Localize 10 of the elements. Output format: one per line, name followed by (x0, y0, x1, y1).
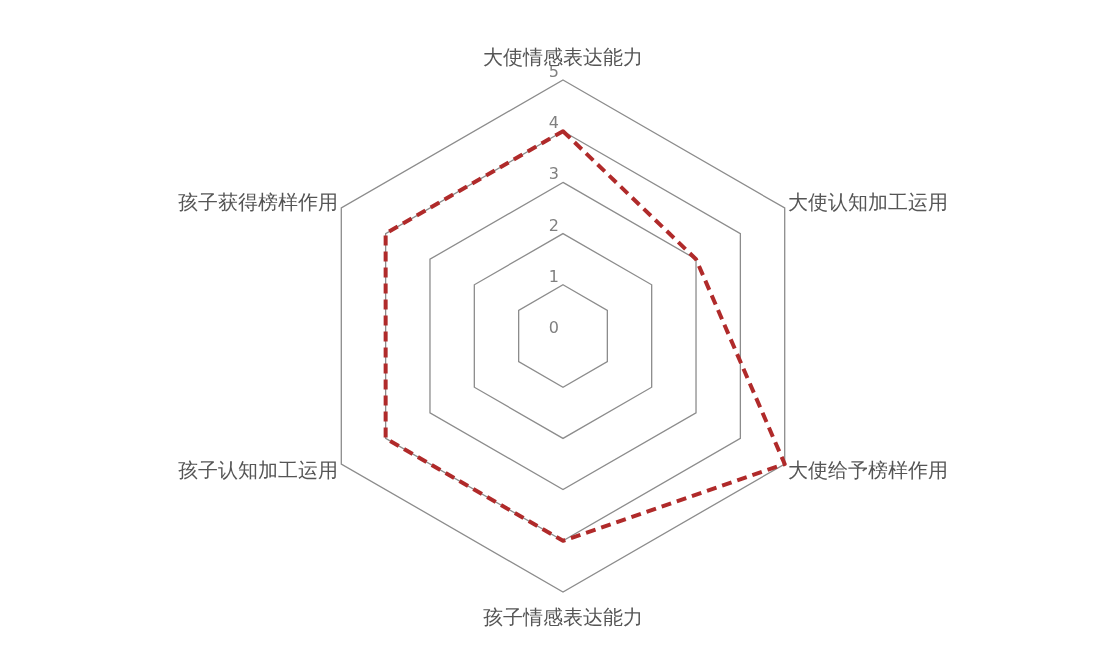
spoke-label: 孩子获得榜样作用 (177, 190, 338, 215)
y-tick-label: 2 (548, 215, 559, 235)
y-tick-label: 3 (548, 164, 559, 184)
spoke-label: 大使认知加工运用 (788, 190, 949, 215)
spoke-label: 孩子认知加工运用 (177, 457, 338, 482)
y-tick-label: 0 (548, 318, 559, 337)
spoke-label: 大使给予榜样作用 (788, 457, 949, 482)
y-tick-label: 4 (548, 113, 559, 133)
y-tick-label: 1 (548, 266, 559, 286)
spoke-label: 孩子情感表达能力 (483, 605, 643, 630)
